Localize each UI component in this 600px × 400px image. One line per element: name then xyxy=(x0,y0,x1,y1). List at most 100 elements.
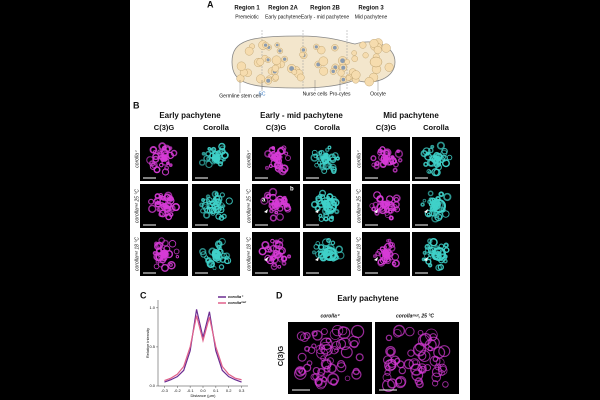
signal xyxy=(318,343,325,351)
signal xyxy=(277,264,282,269)
signal xyxy=(166,194,173,201)
cell xyxy=(351,70,361,80)
signal xyxy=(378,205,388,215)
signal xyxy=(168,212,174,218)
cell xyxy=(272,74,279,81)
signal xyxy=(441,147,448,155)
signal xyxy=(321,168,328,175)
cell xyxy=(236,74,245,83)
signal xyxy=(314,162,319,168)
signal xyxy=(284,155,292,162)
oocyte xyxy=(369,56,383,68)
arrowhead xyxy=(424,257,428,261)
signal xyxy=(206,206,214,214)
signal xyxy=(381,378,396,393)
signal xyxy=(394,377,406,389)
signal xyxy=(323,365,331,373)
cell xyxy=(256,74,266,84)
channel-label: Corolla xyxy=(203,123,230,132)
signal xyxy=(431,380,439,387)
signal xyxy=(431,168,440,177)
signal xyxy=(383,148,392,157)
signal xyxy=(397,157,403,163)
signal xyxy=(436,141,445,150)
sc-nucleus xyxy=(278,49,282,53)
signal xyxy=(383,250,392,259)
signal xyxy=(442,210,450,218)
channel-label: C(3)G xyxy=(376,123,397,132)
arrowhead xyxy=(424,209,428,213)
region-stage: Early - mid pachytene xyxy=(301,14,350,20)
signal xyxy=(317,372,325,380)
signal xyxy=(415,342,425,352)
diagram-label: SC xyxy=(259,91,266,97)
genotype-label: corolla⁺ xyxy=(246,150,252,168)
signal xyxy=(306,360,313,367)
signal xyxy=(320,328,328,335)
signal xyxy=(297,352,307,362)
signal xyxy=(319,337,333,351)
signal xyxy=(299,332,309,342)
signal xyxy=(330,215,334,220)
signal xyxy=(425,151,430,156)
signal xyxy=(382,158,389,166)
signal xyxy=(156,207,161,212)
signal xyxy=(284,205,292,213)
signal xyxy=(372,254,377,259)
signal xyxy=(304,345,311,352)
sc-nucleus xyxy=(263,43,268,47)
cell xyxy=(351,55,358,62)
signal xyxy=(264,165,270,170)
region-stage: Early pachytene xyxy=(265,14,301,20)
signal xyxy=(209,156,218,165)
signal xyxy=(152,250,158,256)
series-line xyxy=(164,309,242,383)
signal xyxy=(212,266,217,271)
signal xyxy=(424,209,433,218)
signal xyxy=(385,345,396,357)
cell xyxy=(345,75,352,81)
signal xyxy=(441,159,450,168)
signal xyxy=(424,339,437,352)
signal xyxy=(322,238,330,247)
signal xyxy=(157,151,164,157)
signal xyxy=(390,155,395,160)
cell xyxy=(296,73,305,82)
cell xyxy=(337,69,345,77)
ring xyxy=(323,199,337,213)
signal xyxy=(214,202,222,210)
signal xyxy=(267,248,273,253)
arrowhead xyxy=(315,257,319,261)
signal xyxy=(392,167,398,173)
cell xyxy=(271,55,282,65)
sc-nucleus xyxy=(314,45,318,49)
signal xyxy=(377,258,386,267)
signal xyxy=(158,261,164,268)
annotation: a xyxy=(262,198,266,204)
sc-nucleus xyxy=(301,48,306,52)
signal xyxy=(268,164,273,168)
signal xyxy=(371,206,377,212)
signal xyxy=(382,373,392,382)
genotype-label: corollaᵐᵘᵗ 25 °C xyxy=(356,189,362,223)
genotype-label: corollaᵐᵘᵗ 18 °C xyxy=(134,237,140,271)
signal xyxy=(331,168,337,175)
cell xyxy=(381,43,391,53)
signal xyxy=(426,158,435,167)
signal xyxy=(335,338,347,349)
signal xyxy=(415,380,424,389)
signal xyxy=(395,375,407,387)
signal xyxy=(321,359,332,370)
signal xyxy=(200,208,206,214)
signal xyxy=(223,252,231,260)
signal xyxy=(411,369,424,382)
signal xyxy=(330,378,338,386)
cell xyxy=(384,62,394,72)
signal xyxy=(390,203,398,212)
signal xyxy=(317,250,327,259)
signal xyxy=(335,245,343,254)
signal xyxy=(427,169,432,174)
signal xyxy=(326,195,331,200)
x-tick-label: 0.0 xyxy=(200,388,206,393)
signal xyxy=(383,245,387,249)
